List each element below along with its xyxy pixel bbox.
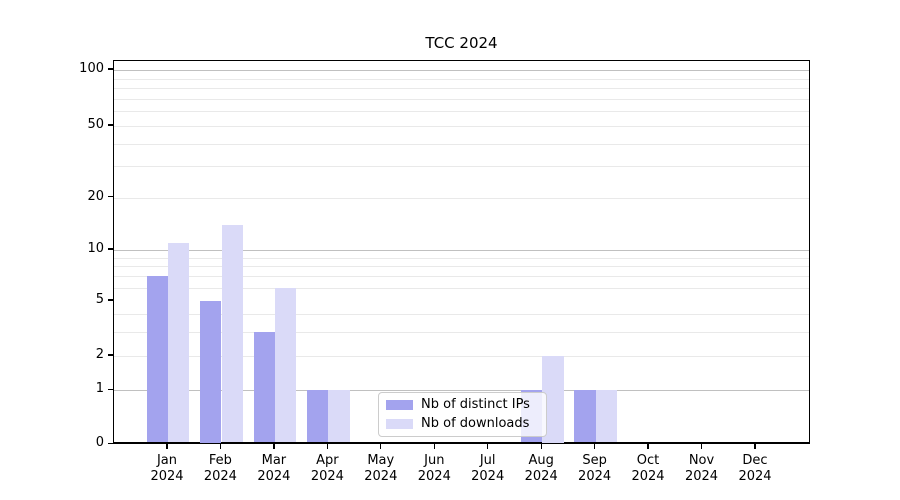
legend: Nb of distinct IPs Nb of downloads [378,392,547,437]
bar-distinct-ips [146,276,168,443]
x-axis-tick-label: Jan 2024 [150,452,184,484]
legend-label-distinct-ips: Nb of distinct IPs [421,397,530,412]
y-tick-mark [108,388,113,390]
y-tick-mark [108,299,113,301]
x-axis-tick-label: Dec 2024 [738,452,772,484]
bar-distinct-ips [200,301,222,443]
minor-gridline [114,111,809,113]
minor-gridline [114,356,809,357]
bar-downloads [274,287,297,443]
x-axis-tick-label: Apr 2024 [310,452,344,484]
y-tick-mark [108,124,113,126]
bar-downloads [328,390,350,443]
minor-gridline [114,257,809,259]
x-tick-mark [700,443,703,449]
y-axis-tick-label: 1 [95,381,104,397]
y-tick-mark [108,354,113,356]
minor-gridline [114,331,809,333]
bar-downloads [168,242,190,443]
bar-downloads [595,390,617,443]
major-gridline [114,70,809,71]
x-axis-tick-label: Jun 2024 [417,452,451,484]
y-axis-tick-label: 0 [95,435,104,451]
major-gridline [114,390,809,392]
x-tick-mark [433,443,435,449]
x-tick-mark [326,443,329,449]
x-axis-tick-label: May 2024 [364,452,398,484]
minor-gridline [114,314,809,316]
x-axis-tick-label: Sep 2024 [578,452,612,484]
legend-item-downloads: Nb of downloads [386,417,529,431]
y-axis-tick-label: 10 [87,241,104,256]
plot-area [113,60,810,444]
x-tick-mark [166,443,168,449]
chart-title: TCC 2024 [425,34,498,52]
y-axis-tick-label: 20 [87,188,104,204]
minor-gridline [114,88,809,89]
x-tick-mark [593,443,596,449]
x-tick-mark [273,443,275,449]
y-tick-mark [108,442,113,444]
legend-swatch-downloads [386,418,413,430]
x-axis-tick-label: Mar 2024 [257,452,291,484]
minor-gridline [114,197,809,199]
y-tick-mark [108,248,113,250]
y-tick-mark [108,68,113,70]
minor-gridline [114,78,809,80]
y-axis-tick-label: 100 [79,61,104,76]
legend-swatch-distinct-ips [386,399,413,411]
bar-distinct-ips [307,390,329,443]
x-tick-mark [487,443,489,449]
major-gridline [114,250,809,251]
y-tick-mark [108,196,113,198]
x-axis-tick-label: Nov 2024 [684,452,719,484]
x-axis-tick-label: Jul 2024 [471,452,505,484]
x-tick-mark [219,443,222,449]
minor-gridline [114,143,809,145]
x-axis-tick-label: Oct 2024 [631,452,665,484]
x-tick-mark [754,443,756,449]
x-tick-mark [380,443,382,449]
x-tick-mark [540,443,542,449]
bar-downloads [221,224,243,443]
x-axis-tick-label: Feb 2024 [203,452,237,484]
y-axis-tick-label: 50 [87,117,104,132]
y-axis-tick-label: 5 [95,292,104,307]
bar-distinct-ips [574,390,596,443]
bar-distinct-ips [253,331,275,443]
legend-label-downloads: Nb of downloads [421,416,530,431]
minor-gridline [114,266,809,268]
bar-downloads [542,356,564,443]
minor-gridline [114,166,809,167]
y-axis-tick-label: 2 [95,347,104,362]
legend-item-distinct-ips: Nb of distinct IPs [386,398,530,412]
minor-gridline [114,276,809,278]
x-tick-mark [647,443,649,449]
x-axis-tick-label: Aug 2024 [524,452,558,484]
minor-gridline [114,287,809,289]
minor-gridline [114,126,809,127]
minor-gridline [114,98,809,100]
